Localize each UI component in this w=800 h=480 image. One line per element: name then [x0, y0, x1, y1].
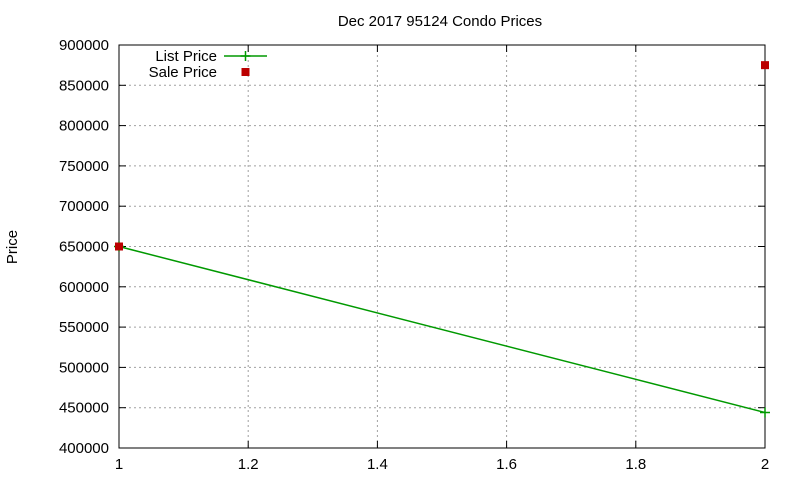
x-tick-label: 2: [761, 456, 769, 473]
data-point: [761, 61, 769, 70]
x-tick-label: 1.8: [625, 456, 646, 473]
series-0: [114, 241, 770, 418]
legend-label: List Price: [155, 48, 217, 65]
legend-item: Sale Price: [149, 64, 250, 81]
y-tick-label: 750000: [59, 158, 109, 175]
y-tick-label: 550000: [59, 319, 109, 336]
y-tick-label: 450000: [59, 400, 109, 417]
axis-ticks: 400000 450000 500000 550000 600000 650000 7000…: [59, 37, 769, 473]
y-tick-label: 500000: [59, 359, 109, 376]
series-1: [115, 61, 769, 251]
y-tick-label: 900000: [59, 37, 109, 54]
y-tick-label: 400000: [59, 440, 109, 457]
y-tick-label: 850000: [59, 77, 109, 94]
x-tick-label: 1: [115, 456, 123, 473]
y-tick-label: 800000: [59, 118, 109, 135]
x-tick-label: 1.6: [496, 456, 517, 473]
grid-lines: [119, 45, 765, 448]
y-tick-label: 650000: [59, 239, 109, 256]
series-line: [118, 245, 766, 414]
y-axis-label: Price: [4, 230, 21, 264]
chart-title: Dec 2017 95124 Condo Prices: [338, 13, 542, 30]
x-tick-label: 1.4: [367, 456, 388, 473]
x-tick-label: 1.2: [238, 456, 259, 473]
data-point: [760, 407, 770, 418]
series-layer: [114, 61, 770, 418]
legend-label: Sale Price: [149, 64, 217, 81]
y-tick-label: 600000: [59, 279, 109, 296]
legend-marker: [240, 51, 251, 61]
y-tick-label: 700000: [59, 198, 109, 215]
legend-marker: [241, 68, 250, 76]
data-point: [115, 242, 123, 251]
legend-item: List Price: [155, 48, 267, 65]
